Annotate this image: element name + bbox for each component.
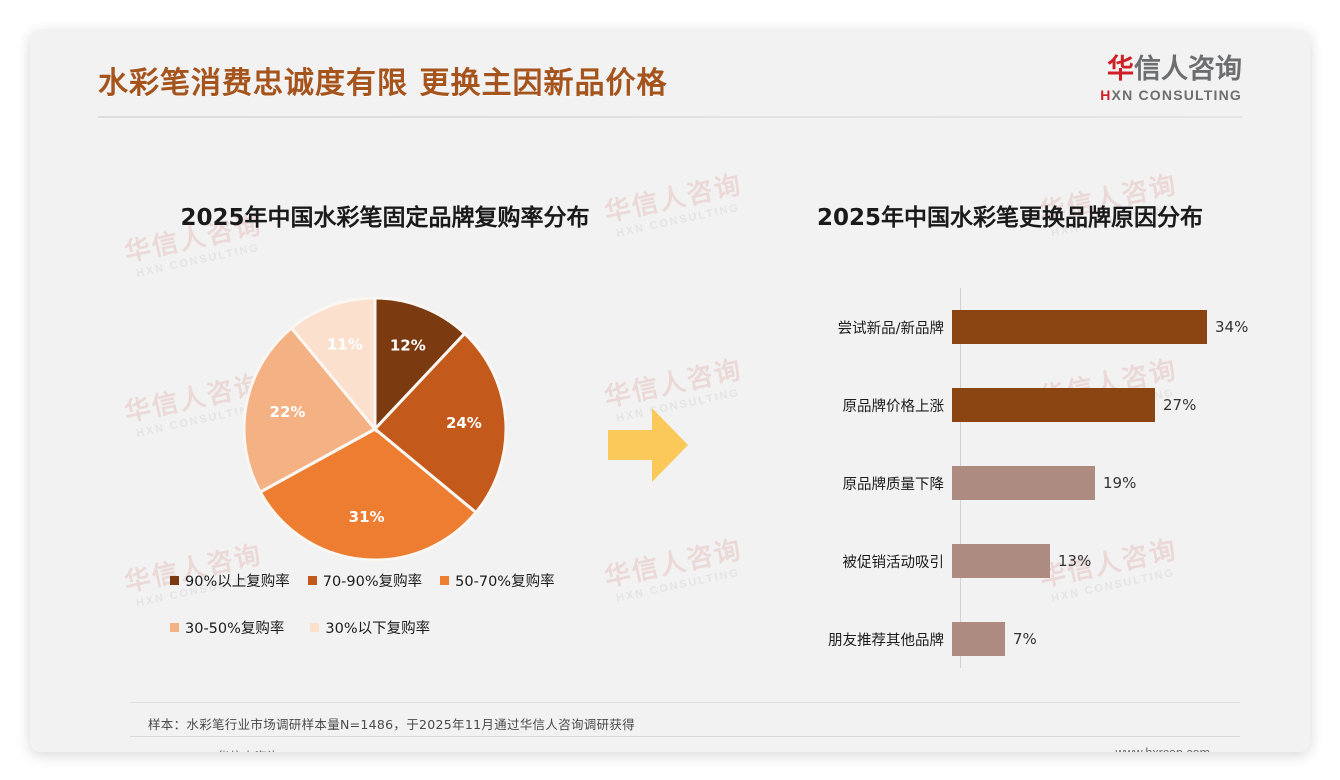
- pie-slice[interactable]: [243, 325, 378, 495]
- bar-track: 13%: [952, 544, 1270, 578]
- legend-label: 50-70%复购率: [455, 574, 555, 590]
- bar-track: 19%: [952, 466, 1270, 500]
- right-arrow-icon: [608, 408, 688, 487]
- legend-label: 30-50%复购率: [185, 621, 285, 637]
- pie-slice-label: 24%: [446, 414, 482, 432]
- watermark-en: HXN CONSULTING: [615, 566, 742, 605]
- bar-fill[interactable]: [952, 310, 1207, 344]
- bar-track: 7%: [952, 622, 1270, 656]
- legend-label: 90%以上复购率: [185, 574, 290, 590]
- header-divider: [98, 116, 1243, 118]
- pie-slice[interactable]: [258, 427, 479, 561]
- pie-chart: 12% 24% 31% 22% 11%: [243, 297, 507, 561]
- source-divider-bottom: [130, 736, 1240, 737]
- legend-swatch-icon: [307, 576, 317, 585]
- watermark-cn: 华信人咨询: [601, 354, 746, 414]
- legend-item-1[interactable]: 70-90%复购率: [307, 570, 423, 591]
- legend-row-2: 30-50%复购率 30%以下复购率: [170, 617, 600, 638]
- company-logo: 华信人咨询 HXN CONSULTING: [1100, 56, 1242, 103]
- logo-en-initial: H: [1100, 87, 1112, 103]
- bar-row: 被促销活动吸引 13%: [800, 544, 1270, 578]
- pie-chart-svg: 12% 24% 31% 22% 11%: [243, 297, 507, 561]
- logo-cn-red: 华: [1107, 54, 1134, 85]
- pie-slice-label: 11%: [327, 336, 363, 354]
- bar-fill[interactable]: [952, 466, 1095, 500]
- pie-slice[interactable]: [289, 297, 377, 434]
- bar-row: 原品牌价格上涨 27%: [800, 388, 1270, 422]
- pie-chart-title: 2025年中国水彩笔固定品牌复购率分布: [180, 205, 590, 231]
- page-title: 水彩笔消费忠诚度有限 更换主因新品价格: [98, 66, 668, 101]
- legend-item-4[interactable]: 30%以下复购率: [310, 617, 430, 638]
- source-divider-top: [130, 702, 1240, 703]
- bar-fill[interactable]: [952, 388, 1155, 422]
- bar-track: 27%: [952, 388, 1270, 422]
- pie-slice-label: 12%: [390, 337, 426, 355]
- slide-card: 华信人咨询 HXN CONSULTING 华信人咨询 HXN CONSULTING …: [30, 30, 1310, 752]
- slide-header: 水彩笔消费忠诚度有限 更换主因新品价格 华信人咨询 HXN CONSULTING: [30, 30, 1310, 120]
- pie-slice-label: 31%: [349, 508, 385, 526]
- bar-value-label: 7%: [1013, 630, 1037, 648]
- legend-row-1: 90%以上复购率 70-90%复购率 50-70%复购率: [170, 570, 600, 591]
- bar-category-label: 原品牌质量下降: [842, 476, 945, 493]
- logo-cn-gray: 信人咨询: [1134, 54, 1242, 85]
- pie-slice-label: 22%: [270, 403, 306, 421]
- legend-item-2[interactable]: 50-70%复购率: [440, 570, 555, 591]
- bar-category-label: 尝试新品/新品牌: [837, 320, 944, 337]
- bar-row: 尝试新品/新品牌 34%: [800, 310, 1270, 344]
- bar-row: 原品牌质量下降 19%: [800, 466, 1270, 500]
- bar-value-label: 34%: [1215, 318, 1249, 336]
- watermark-cn: 华信人咨询: [601, 534, 746, 594]
- bar-chart-title: 2025年中国水彩笔更换品牌原因分布: [816, 205, 1203, 231]
- footer-website[interactable]: www.hxrcon.com: [1116, 746, 1210, 752]
- legend-item-3[interactable]: 30-50%复购率: [170, 617, 284, 638]
- legend-label: 70-90%复购率: [322, 574, 423, 590]
- pie-legend: 90%以上复购率 70-90%复购率 50-70%复购率 30-50%复购率 3…: [170, 570, 600, 664]
- source-note: 样本：水彩笔行业市场调研样本量N=1486，于2025年11月通过华信人咨询调研…: [148, 717, 635, 732]
- bar-category-label: 被促销活动吸引: [842, 554, 945, 571]
- pie-slice[interactable]: [372, 331, 507, 515]
- bar-chart: 尝试新品/新品牌 34% 原品牌价格上涨 27% 原品牌质量下降 19% 被促销…: [800, 288, 1270, 668]
- bar-value-label: 13%: [1058, 552, 1092, 570]
- legend-swatch-icon: [440, 576, 450, 585]
- legend-swatch-icon: [170, 576, 179, 585]
- bar-value-label: 19%: [1103, 474, 1137, 492]
- legend-swatch-icon: [310, 623, 320, 632]
- bar-fill[interactable]: [952, 544, 1050, 578]
- bar-row: 朋友推荐其他品牌 7%: [800, 622, 1270, 656]
- pie-slice[interactable]: [373, 297, 467, 433]
- legend-item-0[interactable]: 90%以上复购率: [170, 570, 290, 591]
- bar-fill[interactable]: [952, 622, 1005, 656]
- legend-label: 30%以下复购率: [325, 621, 431, 637]
- watermark-en: HXN CONSULTING: [135, 241, 262, 280]
- logo-en-rest: XN CONSULTING: [1111, 87, 1242, 103]
- bar-category-label: 原品牌价格上涨: [842, 398, 945, 415]
- bar-value-label: 27%: [1163, 396, 1197, 414]
- bar-track: 34%: [952, 310, 1270, 344]
- bar-category-label: 朋友推荐其他品牌: [828, 632, 944, 649]
- footer-copyright: ©2026.1 HXR华信人咨询: [130, 746, 279, 752]
- legend-swatch-icon: [170, 623, 179, 632]
